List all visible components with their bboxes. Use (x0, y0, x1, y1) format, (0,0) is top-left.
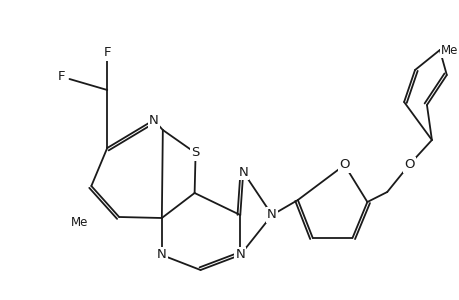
Text: Me: Me (71, 215, 88, 229)
Text: N: N (149, 113, 158, 127)
Text: N: N (238, 166, 247, 178)
Text: O: O (403, 158, 414, 172)
Text: O: O (339, 158, 349, 172)
Text: F: F (58, 70, 65, 83)
Text: Me: Me (440, 44, 458, 56)
Text: N: N (157, 248, 166, 262)
Text: N: N (235, 248, 245, 262)
Text: S: S (191, 146, 199, 160)
Text: N: N (267, 208, 276, 221)
Text: F: F (103, 46, 111, 59)
